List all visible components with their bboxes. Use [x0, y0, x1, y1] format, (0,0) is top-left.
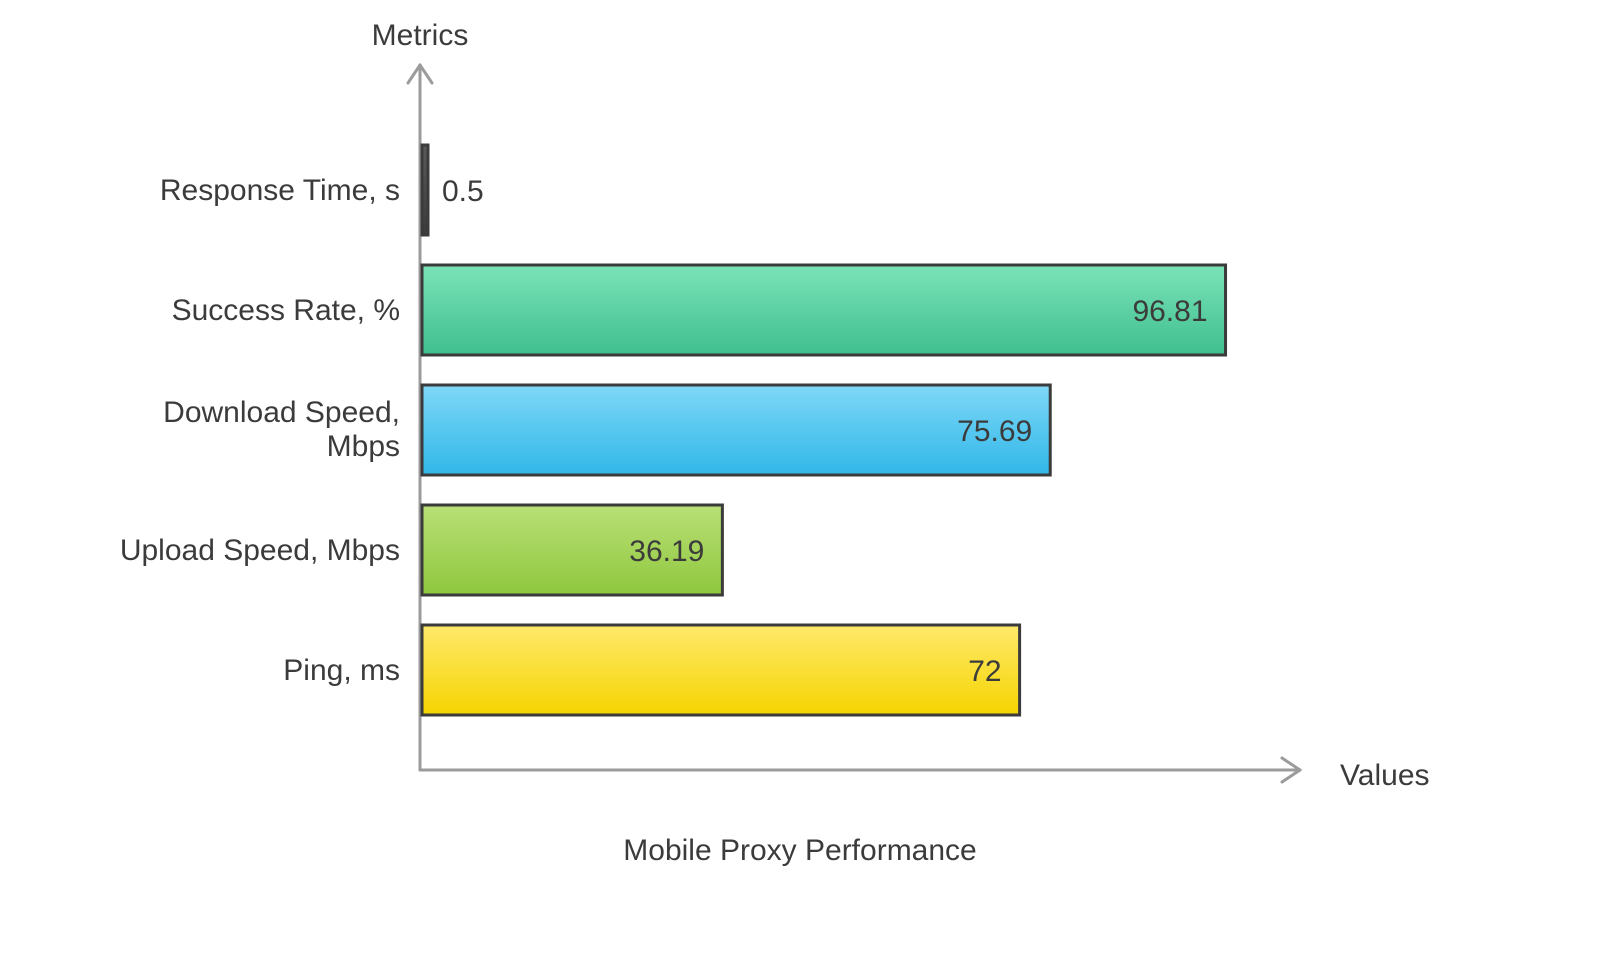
bar-category-label: Response Time, s — [160, 174, 400, 207]
chart-container: Metrics Response Time, s 0.5 Success Rate,… — [80, 10, 1520, 910]
bar-chart: Metrics Response Time, s 0.5 Success Rate,… — [80, 10, 1520, 910]
bar-category-label: Ping, ms — [283, 654, 400, 687]
y-axis-title: Metrics — [372, 19, 469, 52]
bar — [422, 265, 1226, 355]
bar-category-label: Download Speed,Mbps — [163, 396, 400, 463]
x-axis-title: Values — [1340, 759, 1430, 792]
chart-caption: Mobile Proxy Performance — [623, 834, 976, 867]
bar-value-label: 36.19 — [629, 535, 704, 568]
bar-category-label: Upload Speed, Mbps — [120, 534, 400, 567]
bar — [422, 145, 428, 235]
bars-group: Response Time, s 0.5 Success Rate, % 96.81 D… — [120, 145, 1226, 715]
bar — [422, 625, 1020, 715]
bar-value-label: 72 — [968, 655, 1001, 688]
bar — [422, 385, 1050, 475]
bar-category-label: Success Rate, % — [172, 294, 400, 327]
bar-value-label: 96.81 — [1132, 295, 1207, 328]
bar-value-label: 75.69 — [957, 415, 1032, 448]
bar-value-label: 0.5 — [442, 175, 484, 208]
